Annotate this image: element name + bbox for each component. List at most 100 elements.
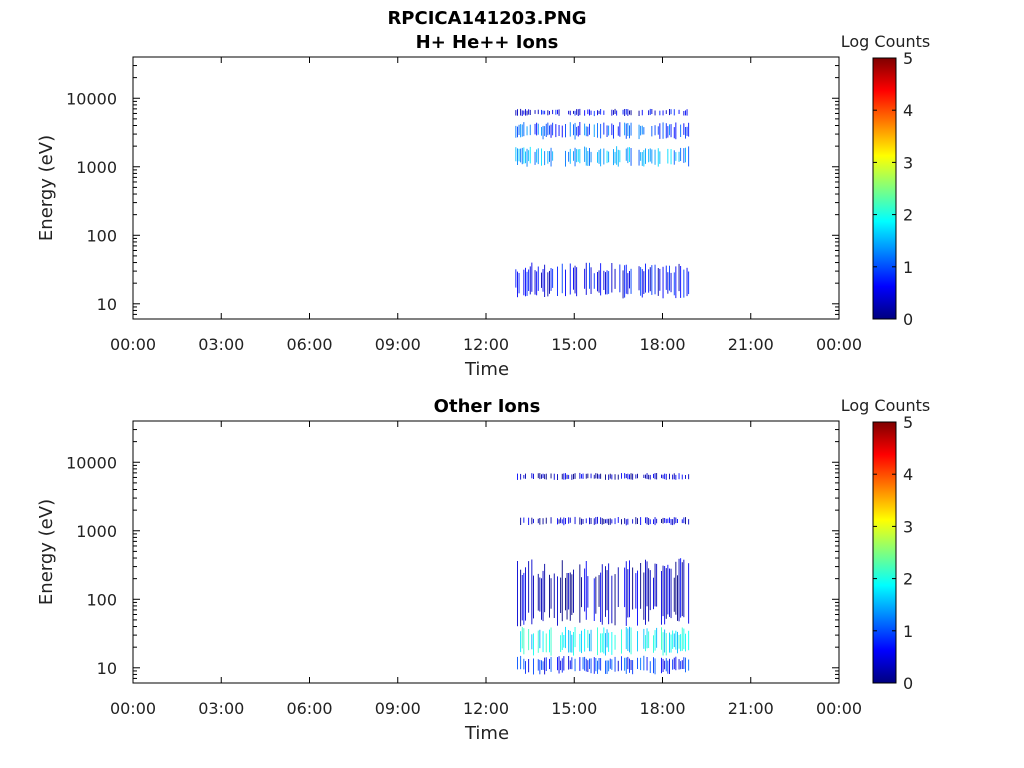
data-cell	[678, 151, 680, 162]
data-cell	[669, 632, 670, 653]
data-cell	[667, 272, 669, 294]
data-cell	[521, 110, 523, 116]
data-cell	[529, 109, 531, 115]
data-cell	[656, 563, 658, 607]
data-cell	[579, 472, 581, 479]
data-cell	[653, 519, 654, 524]
data-cell	[574, 516, 576, 525]
data-cell	[534, 110, 536, 114]
data-cell	[515, 147, 517, 162]
data-cell	[627, 123, 629, 136]
data-cell	[683, 657, 685, 669]
data-cell	[568, 630, 570, 653]
data-cell	[541, 474, 542, 479]
data-cell	[637, 631, 638, 652]
data-cell	[664, 518, 666, 523]
x-tick-label: 18:00	[639, 335, 685, 354]
data-cell	[627, 147, 629, 164]
data-cell	[641, 152, 643, 166]
data-cell	[590, 110, 592, 115]
spectrogram-data	[515, 108, 690, 299]
data-cell	[654, 563, 656, 607]
data-cell	[672, 630, 674, 649]
data-cell	[625, 123, 627, 139]
data-cell	[589, 123, 590, 135]
data-cell	[611, 474, 613, 480]
y-tick-label: 10	[97, 659, 117, 678]
data-cell	[569, 572, 571, 621]
data-cell	[667, 126, 669, 138]
data-cell	[520, 124, 522, 138]
data-cell	[526, 271, 528, 296]
data-cell	[521, 124, 523, 137]
data-cell	[665, 518, 667, 524]
data-cell	[574, 147, 576, 167]
data-cell	[616, 146, 618, 165]
x-tick-label: 03:00	[198, 699, 244, 718]
data-cell	[648, 518, 650, 525]
data-cell	[614, 108, 616, 114]
data-cell	[525, 151, 526, 164]
data-cell	[550, 268, 552, 291]
data-cell	[645, 517, 646, 524]
data-cell	[526, 110, 528, 116]
data-cell	[669, 473, 670, 480]
data-cell	[649, 661, 651, 673]
data-cell	[534, 151, 536, 165]
data-cell	[537, 630, 539, 653]
x-tick-label: 21:00	[728, 699, 774, 718]
data-cell	[537, 659, 539, 671]
data-cell	[683, 559, 685, 618]
data-cell	[587, 660, 589, 672]
data-cell	[608, 563, 610, 625]
data-cell	[617, 567, 619, 607]
data-cell	[645, 148, 646, 164]
data-cell	[557, 518, 558, 525]
colorbar-tick-label: 2	[903, 570, 913, 589]
data-cell	[585, 658, 587, 672]
data-cell	[542, 269, 544, 292]
data-cell	[600, 633, 602, 653]
data-cell	[685, 127, 686, 139]
data-cell	[683, 628, 685, 650]
data-cell	[637, 570, 638, 626]
data-cell	[536, 149, 538, 163]
data-cell	[550, 627, 552, 656]
data-cell	[541, 578, 542, 620]
data-cell	[521, 147, 523, 165]
data-cell	[622, 270, 624, 299]
data-cell	[651, 126, 653, 137]
data-cell	[566, 474, 568, 479]
data-cell	[688, 146, 690, 167]
data-cell	[673, 633, 675, 648]
data-cell	[544, 657, 546, 675]
data-cell	[608, 632, 610, 652]
data-cell	[565, 626, 566, 649]
data-cell	[584, 146, 586, 162]
data-cell	[608, 474, 610, 480]
data-cell	[531, 262, 533, 292]
data-cell	[544, 110, 546, 115]
data-cell	[600, 517, 602, 524]
data-cell	[558, 519, 560, 524]
data-cell	[569, 517, 571, 523]
data-cell	[637, 657, 638, 669]
data-cell	[528, 269, 530, 291]
data-cell	[517, 109, 518, 116]
data-cell	[621, 656, 622, 671]
x-tick-label: 09:00	[375, 699, 421, 718]
data-cell	[597, 516, 598, 524]
data-cell	[606, 270, 608, 295]
data-cell	[603, 270, 605, 290]
data-cell	[625, 474, 627, 479]
data-cell	[576, 149, 578, 163]
data-cell	[638, 110, 640, 116]
x-tick-label: 00:00	[110, 335, 156, 354]
data-cell	[664, 660, 666, 670]
data-cell	[531, 634, 533, 650]
data-cell	[600, 148, 602, 167]
data-cell	[585, 147, 587, 166]
data-cell	[517, 271, 518, 298]
data-cell	[630, 122, 632, 136]
data-cell	[670, 149, 672, 165]
